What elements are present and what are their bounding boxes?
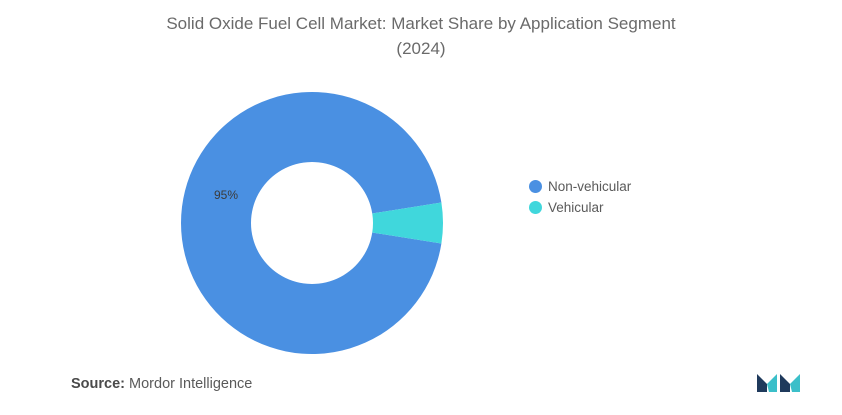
source-label: Source:: [71, 376, 125, 392]
chart-title-line-1: Solid Oxide Fuel Cell Market: Market Sha…: [166, 14, 676, 33]
mordor-intelligence-logo-icon: [757, 374, 800, 392]
chart-legend: Non-vehicular Vehicular: [529, 176, 631, 218]
chart-title: Solid Oxide Fuel Cell Market: Market Sha…: [0, 11, 842, 61]
chart-title-line-2: (2024): [396, 39, 446, 58]
legend-item-vehicular: Vehicular: [529, 197, 631, 218]
legend-swatch-vehicular: [529, 201, 542, 214]
source-value: Mordor Intelligence: [129, 376, 253, 392]
slice-non-vehicular: [181, 92, 442, 355]
legend-item-non-vehicular: Non-vehicular: [529, 176, 631, 197]
legend-swatch-non-vehicular: [529, 180, 542, 193]
legend-label-vehicular: Vehicular: [548, 200, 604, 215]
slice-vehicular: [372, 202, 443, 244]
data-label-non-vehicular: 95%: [214, 188, 238, 202]
source-note: Source: Mordor Intelligence: [71, 376, 252, 392]
legend-label-non-vehicular: Non-vehicular: [548, 179, 632, 194]
